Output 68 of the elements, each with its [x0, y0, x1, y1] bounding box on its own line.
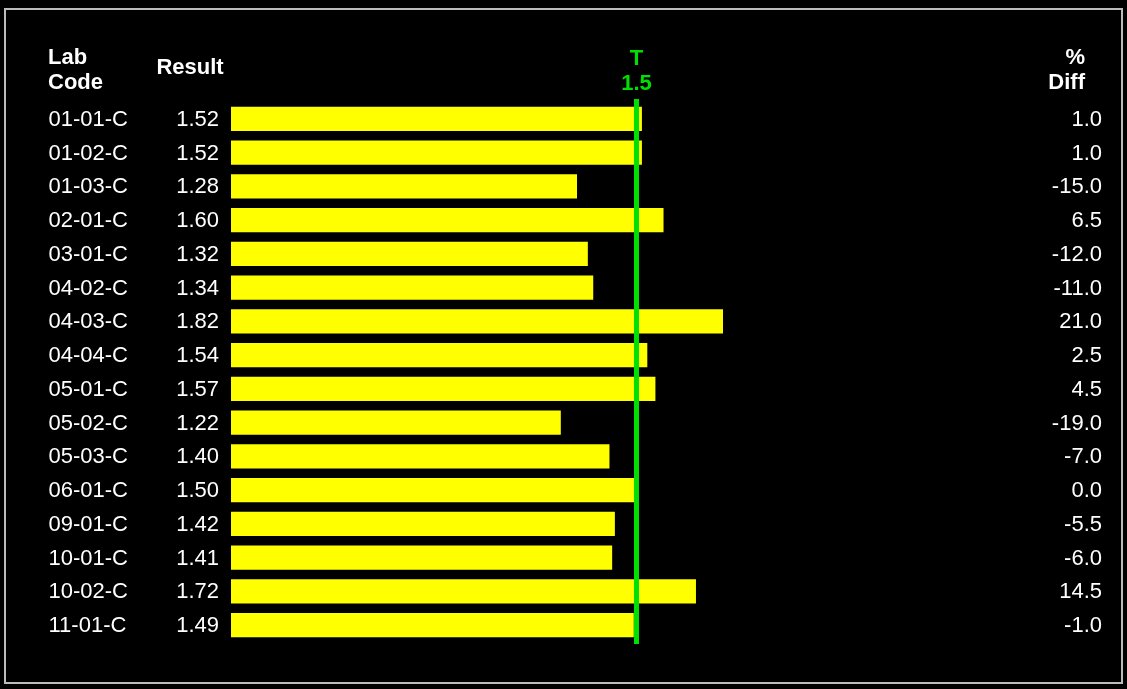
data-label: 1.57: [176, 375, 219, 401]
data-label: 1.60: [176, 207, 219, 233]
data-label: 1.52: [176, 105, 219, 131]
data-label: 1.41: [176, 544, 219, 570]
bar: [231, 207, 664, 233]
text: 6.5: [1071, 207, 1102, 233]
data-label: 1.49: [176, 612, 219, 638]
y-tick-label: 01-01-C: [48, 105, 129, 131]
bar: [231, 106, 642, 132]
text: -15.0: [1051, 173, 1102, 199]
text: 21.0: [1059, 308, 1102, 334]
y-tick-label: 05-01-C: [48, 375, 129, 401]
text: -7.0: [1064, 443, 1102, 469]
data-label: 1.42: [176, 510, 219, 536]
y-tick-label: 03-01-C: [48, 240, 129, 266]
data-label: 1.50: [176, 477, 219, 503]
data-label: 1.28: [176, 173, 219, 199]
text: 2.5: [1071, 342, 1102, 368]
text: -6.0: [1064, 544, 1102, 570]
data-label: 1.40: [176, 443, 219, 469]
data-label: 1.52: [176, 139, 219, 165]
text: -5.5: [1064, 510, 1102, 536]
y-tick-label: 01-03-C: [48, 173, 129, 199]
text: -19.0: [1051, 409, 1102, 435]
data-label: 1.34: [176, 274, 219, 300]
bar: [231, 579, 696, 604]
y-tick-label: 11-01-C: [48, 612, 127, 638]
bar: [231, 174, 578, 199]
text: 4.5: [1071, 375, 1102, 401]
y-tick-label: 05-02-C: [48, 409, 129, 435]
data-label: 1.54: [176, 342, 219, 368]
bar: [231, 511, 615, 537]
bar: [231, 477, 637, 503]
text: Lab Code: [48, 44, 103, 94]
text: 1.0: [1071, 105, 1102, 131]
bar: [231, 342, 648, 368]
text: Result: [156, 54, 225, 79]
text: 0.0: [1071, 477, 1102, 503]
data-label: 1.22: [176, 409, 219, 435]
ref-line-label: T 1.5: [621, 45, 652, 95]
y-tick-label: 04-04-C: [48, 342, 129, 368]
data-label: 1.72: [176, 578, 219, 604]
y-tick-label: 01-02-C: [48, 139, 129, 165]
data-label: 1.82: [176, 308, 219, 334]
bar: [231, 545, 613, 570]
bar: [231, 140, 642, 165]
y-tick-label: 04-03-C: [48, 308, 129, 334]
bar: [231, 241, 588, 267]
text: -11.0: [1053, 274, 1102, 300]
bar: [231, 410, 561, 435]
y-tick-label: 04-02-C: [48, 274, 129, 300]
bar: [231, 612, 634, 638]
text: 14.5: [1059, 578, 1102, 604]
y-tick-label: 06-01-C: [48, 477, 129, 503]
data-label: 1.32: [176, 240, 219, 266]
bar: [231, 309, 723, 334]
y-tick-label: 10-02-C: [48, 578, 129, 604]
text: -1.0: [1064, 612, 1102, 638]
y-tick-label: 05-03-C: [48, 443, 129, 469]
y-tick-label: 09-01-C: [48, 510, 129, 536]
text: -12.0: [1051, 240, 1102, 266]
text: % Diff: [1048, 44, 1086, 94]
y-tick-label: 10-01-C: [48, 544, 129, 570]
text: 1.0: [1071, 139, 1102, 165]
bar: [231, 444, 610, 469]
bar: [231, 275, 594, 300]
bar: [231, 376, 656, 402]
y-tick-label: 02-01-C: [48, 207, 129, 233]
